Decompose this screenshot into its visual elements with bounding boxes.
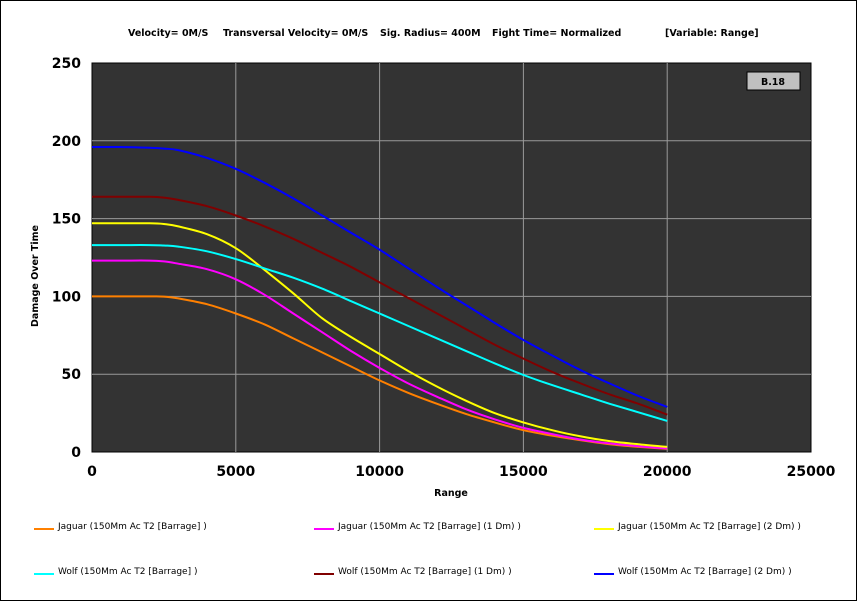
- badge-box: [746, 71, 801, 91]
- series-lines: [91, 145, 668, 450]
- series-line-2: [92, 259, 668, 450]
- fight-time-label: Fight Time= Normalized: [492, 28, 622, 39]
- x-tick-label: 5000: [216, 464, 255, 480]
- series-line-3: [92, 222, 668, 448]
- transversal-velocity-label: Transversal Velocity= 0M/S: [223, 28, 369, 39]
- legend-swatch: [34, 528, 54, 530]
- series-line-4: [92, 244, 668, 422]
- series-line-5: [92, 195, 668, 416]
- x-tick-label: 25000: [787, 464, 836, 480]
- velocity-label: Velocity= 0M/S: [128, 28, 209, 39]
- y-tick-label: 250: [52, 56, 81, 72]
- x-axis-label: Range: [434, 488, 468, 499]
- legend-label: Wolf (150Mm Ac T2 [Barrage] ): [58, 567, 198, 577]
- x-tick-label: 0: [87, 464, 97, 480]
- legend-label: Wolf (150Mm Ac T2 [Barrage] (2 Dm) ): [618, 567, 792, 577]
- legend-swatch: [594, 528, 614, 530]
- tick-labels: 0 5000 10000 15000 20000 25000 0 50 100 150 200 250: [52, 56, 836, 480]
- legend-label: Wolf (150Mm Ac T2 [Barrage] (1 Dm) ): [338, 567, 512, 577]
- legend-swatch: [34, 573, 54, 575]
- sig-radius-label: Sig. Radius= 400M: [380, 28, 481, 39]
- legend-swatch: [314, 573, 334, 575]
- series-line-1: [92, 295, 668, 450]
- y-tick-label: 50: [62, 367, 82, 383]
- legend-swatch: [314, 528, 334, 530]
- x-tick-label: 10000: [355, 464, 404, 480]
- x-tick-label: 15000: [499, 464, 548, 480]
- legend-label: Jaguar (150Mm Ac T2 [Barrage] (2 Dm) ): [618, 522, 801, 532]
- y-tick-label: 0: [71, 445, 81, 461]
- variable-label: [Variable: Range]: [665, 28, 759, 39]
- plot-area: [91, 62, 812, 453]
- legend-label: Jaguar (150Mm Ac T2 [Barrage] (1 Dm) ): [338, 522, 521, 532]
- gridlines: [92, 63, 811, 452]
- badge: B.18: [746, 71, 801, 91]
- x-tick-label: 20000: [643, 464, 692, 480]
- legend-swatch: [594, 573, 614, 575]
- badge-text: B.18: [761, 77, 785, 88]
- y-axis-label: Damage Over Time: [30, 225, 41, 327]
- legend-label: Jaguar (150Mm Ac T2 [Barrage] ): [58, 522, 207, 532]
- y-tick-label: 100: [52, 289, 81, 305]
- chart-header: Velocity= 0M/S Transversal Velocity= 0M/…: [1, 28, 857, 44]
- y-tick-label: 200: [52, 134, 81, 150]
- series-line-6: [91, 145, 668, 408]
- y-tick-label: 150: [52, 212, 81, 228]
